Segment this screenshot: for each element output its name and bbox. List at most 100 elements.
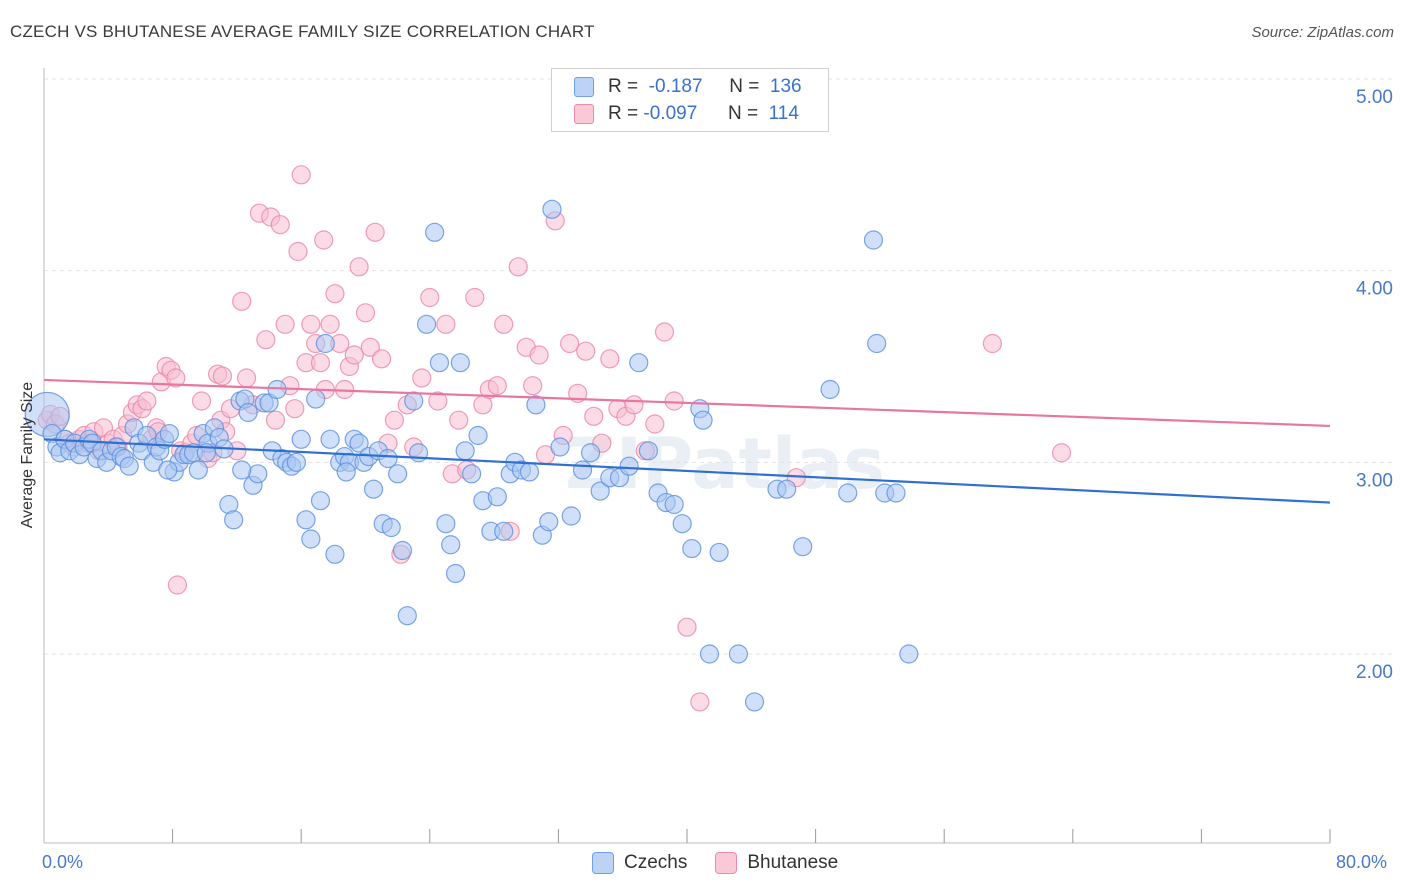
x-tick-label-min: 0.0% xyxy=(42,852,84,872)
point-bhutanese xyxy=(523,376,543,396)
point-czech xyxy=(238,402,258,423)
point-czech xyxy=(320,429,340,449)
point-bhutanese xyxy=(600,349,620,369)
point-czech xyxy=(378,448,398,469)
point-bhutanese xyxy=(449,410,469,430)
trendline-bhutanese xyxy=(43,378,1331,428)
legend-swatch-bhutanese xyxy=(574,104,594,124)
point-czech xyxy=(306,389,326,409)
y-axis-label: Average Family Size xyxy=(19,381,36,529)
point-czech xyxy=(296,510,316,530)
point-czech xyxy=(487,487,507,507)
legend-r-value: -0.097 xyxy=(643,103,698,124)
point-bhutanese xyxy=(320,314,340,334)
point-bhutanese xyxy=(645,414,665,434)
point-bhutanese xyxy=(384,410,405,430)
point-bhutanese xyxy=(355,303,376,323)
point-czech xyxy=(699,644,720,664)
point-czech xyxy=(397,606,417,626)
point-bhutanese xyxy=(1051,443,1072,463)
legend-r-label: R = xyxy=(608,103,639,124)
point-czech xyxy=(363,479,384,499)
point-czech xyxy=(561,506,581,526)
legend-n-value: 136 xyxy=(769,76,802,97)
point-bhutanese xyxy=(166,368,186,388)
point-bhutanese xyxy=(494,314,514,334)
x-tick-label-max: 80.0% xyxy=(1336,852,1388,872)
point-bhutanese xyxy=(529,345,549,365)
point-bhutanese xyxy=(256,330,276,350)
point-bhutanese xyxy=(436,314,456,334)
point-bhutanese xyxy=(232,291,252,311)
point-czech xyxy=(388,464,408,484)
point-bhutanese xyxy=(624,395,644,415)
point-czech xyxy=(899,644,919,664)
point-czech xyxy=(325,544,345,564)
point-czech xyxy=(404,391,424,411)
point-czech xyxy=(159,423,179,444)
point-czech xyxy=(291,429,311,449)
point-bhutanese xyxy=(285,399,305,419)
watermark: ZIPatlas xyxy=(565,423,885,505)
point-bhutanese xyxy=(275,314,295,334)
bottom-legend-label-bhutanese: Bhutanese xyxy=(747,852,839,873)
point-bhutanese xyxy=(310,353,331,373)
point-bhutanese xyxy=(576,341,596,361)
point-bhutanese xyxy=(325,284,345,304)
bottom-legend-swatch-bhutanese xyxy=(715,852,738,874)
point-czech xyxy=(468,425,488,446)
point-czech xyxy=(381,517,401,538)
legend-row-bhutanese: R = -0.097 N = 114 xyxy=(574,102,799,126)
point-bhutanese xyxy=(288,241,308,262)
point-czech xyxy=(539,512,559,532)
point-czech xyxy=(310,491,331,511)
point-bhutanese xyxy=(344,345,364,365)
point-bhutanese xyxy=(236,368,257,388)
point-czech xyxy=(349,433,369,453)
point-czech xyxy=(886,483,906,503)
point-czech xyxy=(526,395,546,415)
point-bhutanese xyxy=(690,692,710,712)
point-czech xyxy=(392,540,413,561)
point-czech xyxy=(455,441,475,461)
point-bhutanese xyxy=(191,391,212,411)
point-bhutanese xyxy=(270,215,290,235)
point-bhutanese xyxy=(371,349,392,369)
point-czech xyxy=(682,538,702,559)
bottom-legend: Czechs Bhutanese xyxy=(592,852,866,874)
point-czech xyxy=(590,481,610,501)
point-czech xyxy=(550,437,570,457)
point-bhutanese xyxy=(349,257,369,277)
point-bhutanese xyxy=(487,376,507,396)
legend-r-label: R = xyxy=(608,76,639,97)
point-czech xyxy=(863,230,884,250)
point-czech xyxy=(441,535,461,555)
point-czech xyxy=(572,460,593,480)
point-bhutanese xyxy=(508,257,528,277)
point-bhutanese xyxy=(301,314,321,334)
point-czech xyxy=(638,441,659,461)
point-czech xyxy=(542,199,562,219)
point-czech xyxy=(232,460,252,480)
point-czech xyxy=(301,529,321,549)
point-czech xyxy=(793,537,813,557)
legend: R = -0.187 N = 136 R = -0.097 N = 114 xyxy=(551,68,829,132)
bottom-legend-swatch-czechs xyxy=(592,852,614,874)
point-bhutanese xyxy=(360,337,380,357)
point-bhutanese xyxy=(428,391,448,411)
y-tick-label: 5.00 xyxy=(1356,87,1393,108)
legend-n-label: N = xyxy=(729,76,760,97)
point-czech xyxy=(619,456,639,476)
point-czech xyxy=(119,456,139,476)
point-czech xyxy=(728,644,749,664)
point-bhutanese xyxy=(465,287,485,308)
point-bhutanese xyxy=(212,366,233,386)
point-bhutanese xyxy=(314,230,334,250)
y-tick-label: 3.00 xyxy=(1356,470,1393,491)
point-czech xyxy=(519,462,540,482)
point-czech xyxy=(315,333,335,354)
point-czech xyxy=(158,460,178,480)
point-czech xyxy=(336,462,356,482)
point-czech xyxy=(425,222,445,242)
point-czech xyxy=(672,514,692,534)
